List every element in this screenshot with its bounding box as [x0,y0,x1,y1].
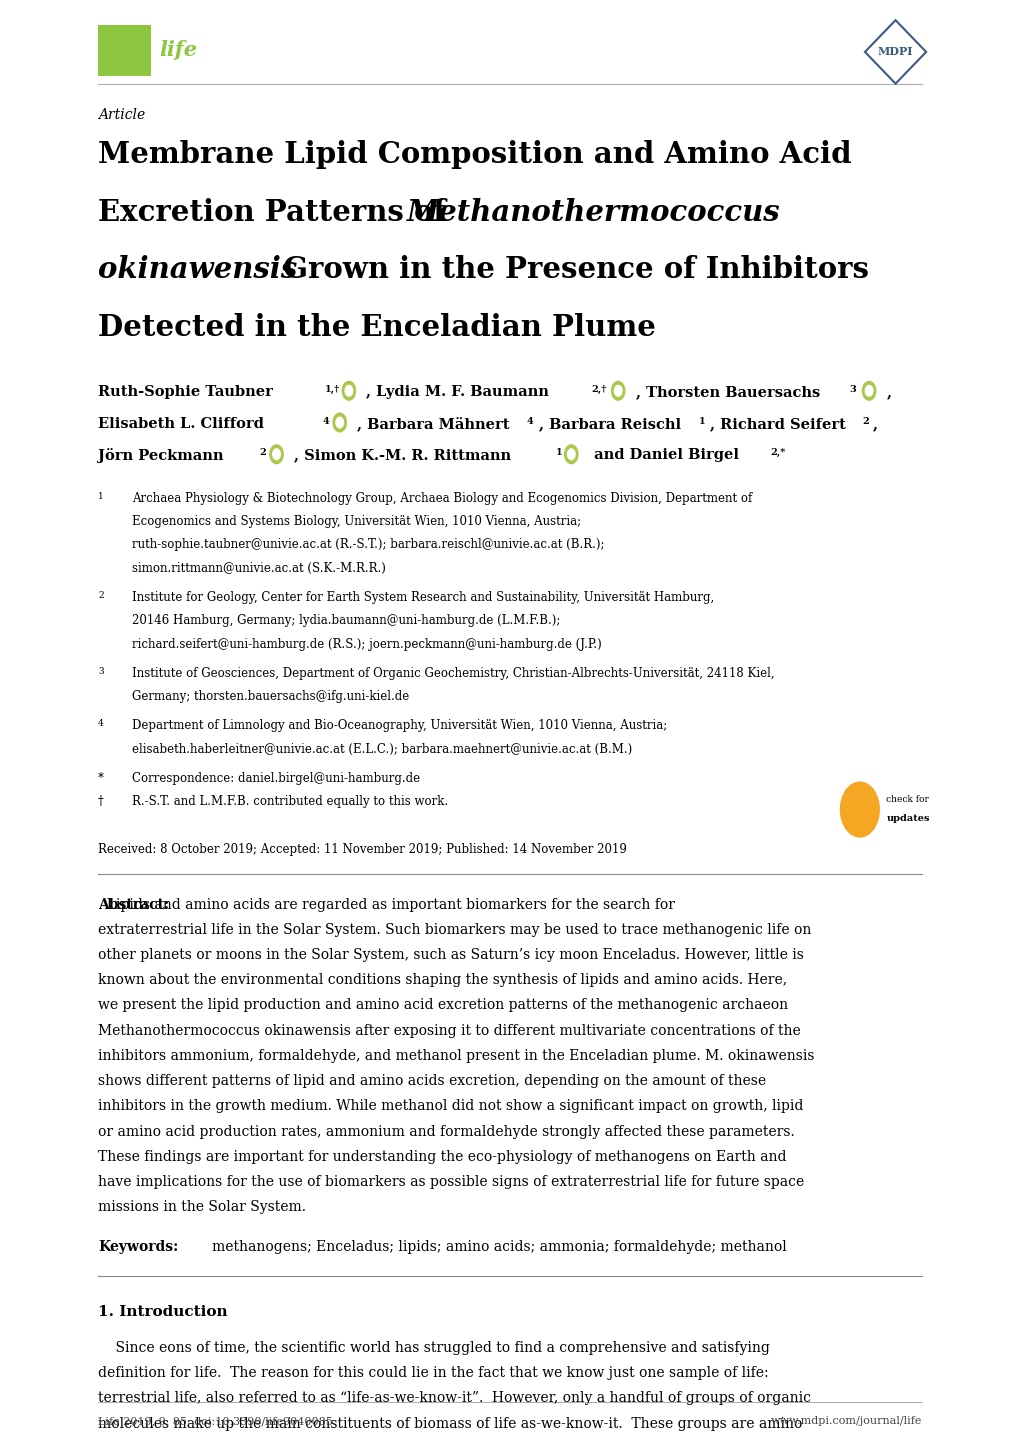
Text: terrestrial life, also referred to as “life-as-we-know-it”.  However, only a han: terrestrial life, also referred to as “l… [98,1392,810,1406]
Circle shape [611,382,625,401]
Text: Institute of Geosciences, Department of Organic Geochemistry, Christian-Albrecht: Institute of Geosciences, Department of … [131,666,773,679]
Text: Received: 8 October 2019; Accepted: 11 November 2019; Published: 14 November 201: Received: 8 October 2019; Accepted: 11 N… [98,842,627,855]
Text: Ruth-Sophie Taubner: Ruth-Sophie Taubner [98,385,278,399]
Text: Institute for Geology, Center for Earth System Research and Sustainability, Univ: Institute for Geology, Center for Earth … [131,591,713,604]
Text: 4: 4 [526,417,533,425]
Text: inhibitors in the growth medium. While methanol did not show a significant impac: inhibitors in the growth medium. While m… [98,1099,803,1113]
Text: inhibitors ammonium, formaldehyde, and methanol present in the Enceladian plume.: inhibitors ammonium, formaldehyde, and m… [98,1048,814,1063]
Text: , Barbara Mähnert: , Barbara Mähnert [357,417,515,431]
Circle shape [342,382,356,401]
Circle shape [333,414,346,433]
Text: Ecogenomics and Systems Biology, Universität Wien, 1010 Vienna, Austria;: Ecogenomics and Systems Biology, Univers… [131,515,580,528]
Circle shape [613,385,622,397]
Text: Archaea Physiology & Biotechnology Group, Archaea Biology and Ecogenomics Divisi: Archaea Physiology & Biotechnology Group… [131,492,751,505]
Text: updates: updates [886,813,929,823]
Circle shape [862,382,875,401]
Text: Elisabeth L. Clifford: Elisabeth L. Clifford [98,417,269,431]
Text: have implications for the use of biomarkers as possible signs of extraterrestria: have implications for the use of biomark… [98,1175,803,1190]
Text: shows different patterns of lipid and amino acids excretion, depending on the am: shows different patterns of lipid and am… [98,1074,765,1089]
Text: other planets or moons in the Solar System, such as Saturn’s icy moon Enceladus.: other planets or moons in the Solar Syst… [98,947,803,962]
Text: www.mdpi.com/journal/life: www.mdpi.com/journal/life [770,1416,921,1426]
Text: ✓: ✓ [855,799,863,812]
Text: methanogens; Enceladus; lipids; amino acids; ammonia; formaldehyde; methanol: methanogens; Enceladus; lipids; amino ac… [212,1240,787,1255]
Circle shape [567,448,575,460]
Text: These findings are important for understanding the eco-physiology of methanogens: These findings are important for underst… [98,1149,786,1164]
Text: ruth-sophie.taubner@univie.ac.at (R.-S.T.); barbara.reischl@univie.ac.at (B.R.);: ruth-sophie.taubner@univie.ac.at (R.-S.T… [131,538,603,551]
Text: ,: , [886,385,891,399]
Text: Methanothermococcus okinawensis after exposing it to different multivariate conc: Methanothermococcus okinawensis after ex… [98,1024,800,1038]
Text: 2,*: 2,* [769,448,785,457]
Circle shape [840,782,878,836]
Text: 2: 2 [259,448,266,457]
Text: 1. Introduction: 1. Introduction [98,1305,227,1319]
Text: MDPI: MDPI [877,46,912,58]
Circle shape [565,446,578,464]
Text: molecules make up the main constituents of biomass of life as-we-know-it.  These: molecules make up the main constituents … [98,1416,802,1430]
Text: †: † [98,795,104,808]
Text: okinawensis: okinawensis [98,255,297,284]
Text: 3: 3 [98,666,104,676]
Text: Life 2019, 9, 85; doi:10.3390/life9040085: Life 2019, 9, 85; doi:10.3390/life904008… [98,1416,332,1426]
Text: Germany; thorsten.bauersachs@ifg.uni-kiel.de: Germany; thorsten.bauersachs@ifg.uni-kie… [131,691,409,704]
Text: 2: 2 [98,591,104,600]
Text: , Lydia M. F. Baumann: , Lydia M. F. Baumann [366,385,553,399]
Text: richard.seifert@uni-hamburg.de (R.S.); joern.peckmann@uni-hamburg.de (J.P.): richard.seifert@uni-hamburg.de (R.S.); j… [131,637,601,650]
Text: check for: check for [886,795,928,805]
Text: life: life [159,40,197,61]
Text: known about the environmental conditions shaping the synthesis of lipids and ami: known about the environmental conditions… [98,973,787,988]
Text: extraterrestrial life in the Solar System. Such biomarkers may be used to trace : extraterrestrial life in the Solar Syste… [98,923,810,937]
Text: 1: 1 [555,448,562,457]
Text: Department of Limnology and Bio-Oceanography, Universität Wien, 1010 Vienna, Aus: Department of Limnology and Bio-Oceanogr… [131,720,666,733]
Text: missions in the Solar System.: missions in the Solar System. [98,1200,306,1214]
Circle shape [270,446,283,464]
Text: Jörn Peckmann: Jörn Peckmann [98,448,228,463]
Text: Correspondence: daniel.birgel@uni-hamburg.de: Correspondence: daniel.birgel@uni-hambur… [131,771,420,784]
Text: elisabeth.haberleitner@univie.ac.at (E.L.C.); barbara.maehnert@univie.ac.at (B.M: elisabeth.haberleitner@univie.ac.at (E.L… [131,743,632,756]
Text: Excretion Patterns of: Excretion Patterns of [98,198,455,226]
Text: 1: 1 [698,417,705,425]
Text: 4: 4 [98,720,104,728]
Text: 20146 Hamburg, Germany; lydia.baumann@uni-hamburg.de (L.M.F.B.);: 20146 Hamburg, Germany; lydia.baumann@un… [131,614,559,627]
Text: 1,†: 1,† [324,385,339,394]
Text: *: * [98,771,104,784]
Text: definition for life.  The reason for this could lie in the fact that we know jus: definition for life. The reason for this… [98,1366,768,1380]
Text: ,: , [872,417,877,431]
Text: Membrane Lipid Composition and Amino Acid: Membrane Lipid Composition and Amino Aci… [98,140,851,169]
Text: , Simon K.-M. R. Rittmann: , Simon K.-M. R. Rittmann [293,448,516,463]
Text: Grown in the Presence of Inhibitors: Grown in the Presence of Inhibitors [273,255,868,284]
Text: , Thorsten Bauersachs: , Thorsten Bauersachs [635,385,824,399]
Text: we present the lipid production and amino acid excretion patterns of the methano: we present the lipid production and amin… [98,998,788,1012]
Text: 1: 1 [98,492,104,500]
Text: 3: 3 [849,385,856,394]
Text: , Richard Seifert: , Richard Seifert [709,417,850,431]
Text: , Barbara Reischl: , Barbara Reischl [538,417,685,431]
Circle shape [272,448,280,460]
Text: Detected in the Enceladian Plume: Detected in the Enceladian Plume [98,313,655,342]
FancyBboxPatch shape [98,25,151,76]
Circle shape [864,385,872,397]
Circle shape [335,417,343,428]
Text: 4: 4 [322,417,329,425]
Text: Since eons of time, the scientific world has struggled to find a comprehensive a: Since eons of time, the scientific world… [98,1341,769,1355]
Text: and Daniel Birgel: and Daniel Birgel [588,448,743,463]
Text: Lipids and amino acids are regarded as important biomarkers for the search for: Lipids and amino acids are regarded as i… [98,897,675,911]
Text: R.-S.T. and L.M.F.B. contributed equally to this work.: R.-S.T. and L.M.F.B. contributed equally… [131,795,447,808]
Text: Article: Article [98,108,145,123]
Text: Keywords:: Keywords: [98,1240,178,1255]
Text: Methanothermococcus: Methanothermococcus [407,198,780,226]
Text: Abstract:: Abstract: [98,897,169,911]
Text: or amino acid production rates, ammonium and formaldehyde strongly affected thes: or amino acid production rates, ammonium… [98,1125,794,1139]
Circle shape [344,385,353,397]
Text: simon.rittmann@univie.ac.at (S.K.-M.R.R.): simon.rittmann@univie.ac.at (S.K.-M.R.R.… [131,562,385,575]
Text: 2,†: 2,† [591,385,606,394]
Text: 2: 2 [861,417,868,425]
